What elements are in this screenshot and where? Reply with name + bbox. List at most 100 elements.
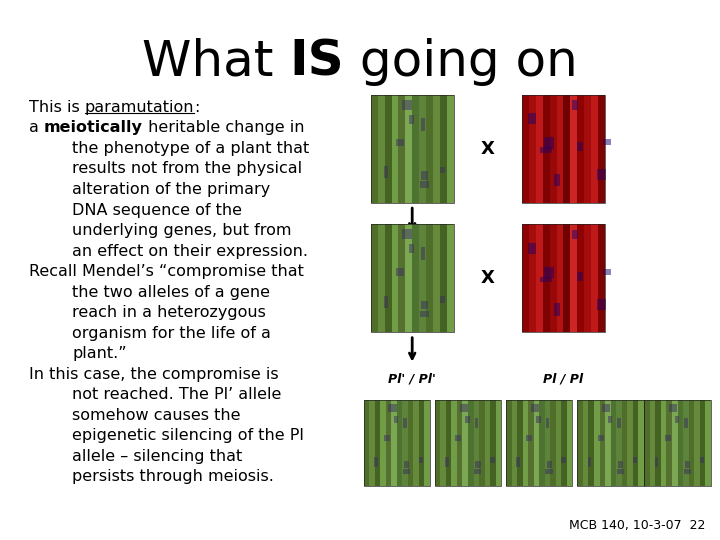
Bar (388, 404, 397, 411)
Bar (392, 94, 398, 202)
Bar (371, 94, 454, 202)
Bar (550, 400, 556, 486)
Bar (380, 400, 386, 486)
Bar (598, 224, 605, 332)
Bar (621, 400, 627, 486)
Text: the two alleles of a gene: the two alleles of a gene (72, 285, 270, 300)
Text: epigenetic silencing of the Pl: epigenetic silencing of the Pl (72, 428, 304, 443)
Text: DNA sequence of the: DNA sequence of the (72, 202, 242, 218)
Bar (391, 400, 397, 486)
Bar (517, 400, 523, 486)
Bar (627, 400, 633, 486)
Bar (374, 400, 380, 486)
Bar (543, 94, 549, 202)
Bar (495, 400, 501, 486)
Text: plant.”: plant.” (72, 346, 127, 361)
Bar (540, 276, 552, 282)
Bar (536, 224, 543, 332)
Bar (549, 224, 557, 332)
Text: underlying genes, but from: underlying genes, but from (72, 223, 292, 238)
Text: Recall Mendel’s “compromise that: Recall Mendel’s “compromise that (29, 264, 304, 279)
Bar (420, 181, 429, 188)
Text: What: What (142, 38, 289, 86)
Bar (577, 142, 583, 151)
Bar (420, 247, 425, 260)
Bar (384, 166, 388, 178)
Bar (419, 224, 426, 332)
Text: Pl / Pl: Pl / Pl (544, 373, 583, 386)
Text: somehow causes the: somehow causes the (72, 408, 240, 423)
Bar (672, 400, 678, 486)
Text: the phenotype of a plant that: the phenotype of a plant that (72, 141, 310, 156)
Bar (378, 224, 384, 332)
Text: heritable change in: heritable change in (143, 120, 304, 136)
Bar (577, 272, 583, 281)
Bar (694, 400, 700, 486)
Bar (419, 457, 423, 463)
Bar (608, 416, 612, 423)
Bar (531, 404, 539, 411)
Bar (419, 400, 424, 486)
Bar (600, 400, 605, 486)
Bar (588, 457, 591, 467)
Bar (435, 400, 501, 486)
Bar (433, 224, 440, 332)
Bar (638, 400, 644, 486)
Bar (522, 94, 605, 202)
Bar (364, 400, 369, 486)
Bar (485, 400, 490, 486)
Bar (474, 469, 482, 474)
Bar (661, 400, 667, 486)
Bar (433, 94, 440, 202)
Bar (522, 94, 529, 202)
Bar (446, 400, 451, 486)
Bar (546, 461, 552, 468)
Bar (371, 94, 378, 202)
Bar (554, 174, 560, 186)
Bar (403, 469, 410, 474)
Bar (405, 94, 413, 202)
Bar (540, 147, 552, 153)
Bar (675, 416, 679, 423)
Bar (598, 299, 606, 310)
Bar (602, 404, 611, 411)
Bar (441, 400, 446, 486)
Text: IS: IS (289, 38, 344, 86)
Bar (528, 113, 536, 124)
Bar (700, 457, 704, 463)
Bar (583, 400, 588, 486)
Text: X: X (481, 139, 495, 158)
Bar (570, 94, 577, 202)
Bar (598, 435, 604, 441)
Bar (475, 461, 481, 468)
Text: paramutation: paramutation (85, 100, 194, 115)
Bar (633, 400, 638, 486)
Bar (654, 457, 658, 467)
Text: X: X (481, 269, 495, 287)
Text: allele – silencing that: allele – silencing that (72, 449, 242, 464)
Bar (506, 400, 512, 486)
Bar (529, 224, 536, 332)
Bar (371, 224, 378, 332)
Bar (539, 400, 545, 486)
Bar (490, 400, 495, 486)
Bar (611, 400, 616, 486)
Bar (644, 400, 711, 486)
Bar (603, 269, 611, 275)
Text: Pl / Pl: Pl / Pl (544, 243, 583, 256)
Bar (420, 310, 429, 318)
Bar (562, 400, 567, 486)
Bar (526, 435, 533, 441)
Bar (529, 94, 536, 202)
Bar (554, 303, 560, 315)
Bar (435, 400, 501, 486)
Bar (577, 224, 584, 332)
Bar (413, 400, 419, 486)
Bar (397, 400, 402, 486)
Bar (572, 230, 577, 239)
Bar (534, 400, 539, 486)
Bar (394, 416, 398, 423)
Bar (445, 457, 449, 467)
Bar (544, 267, 554, 278)
Bar (386, 400, 391, 486)
